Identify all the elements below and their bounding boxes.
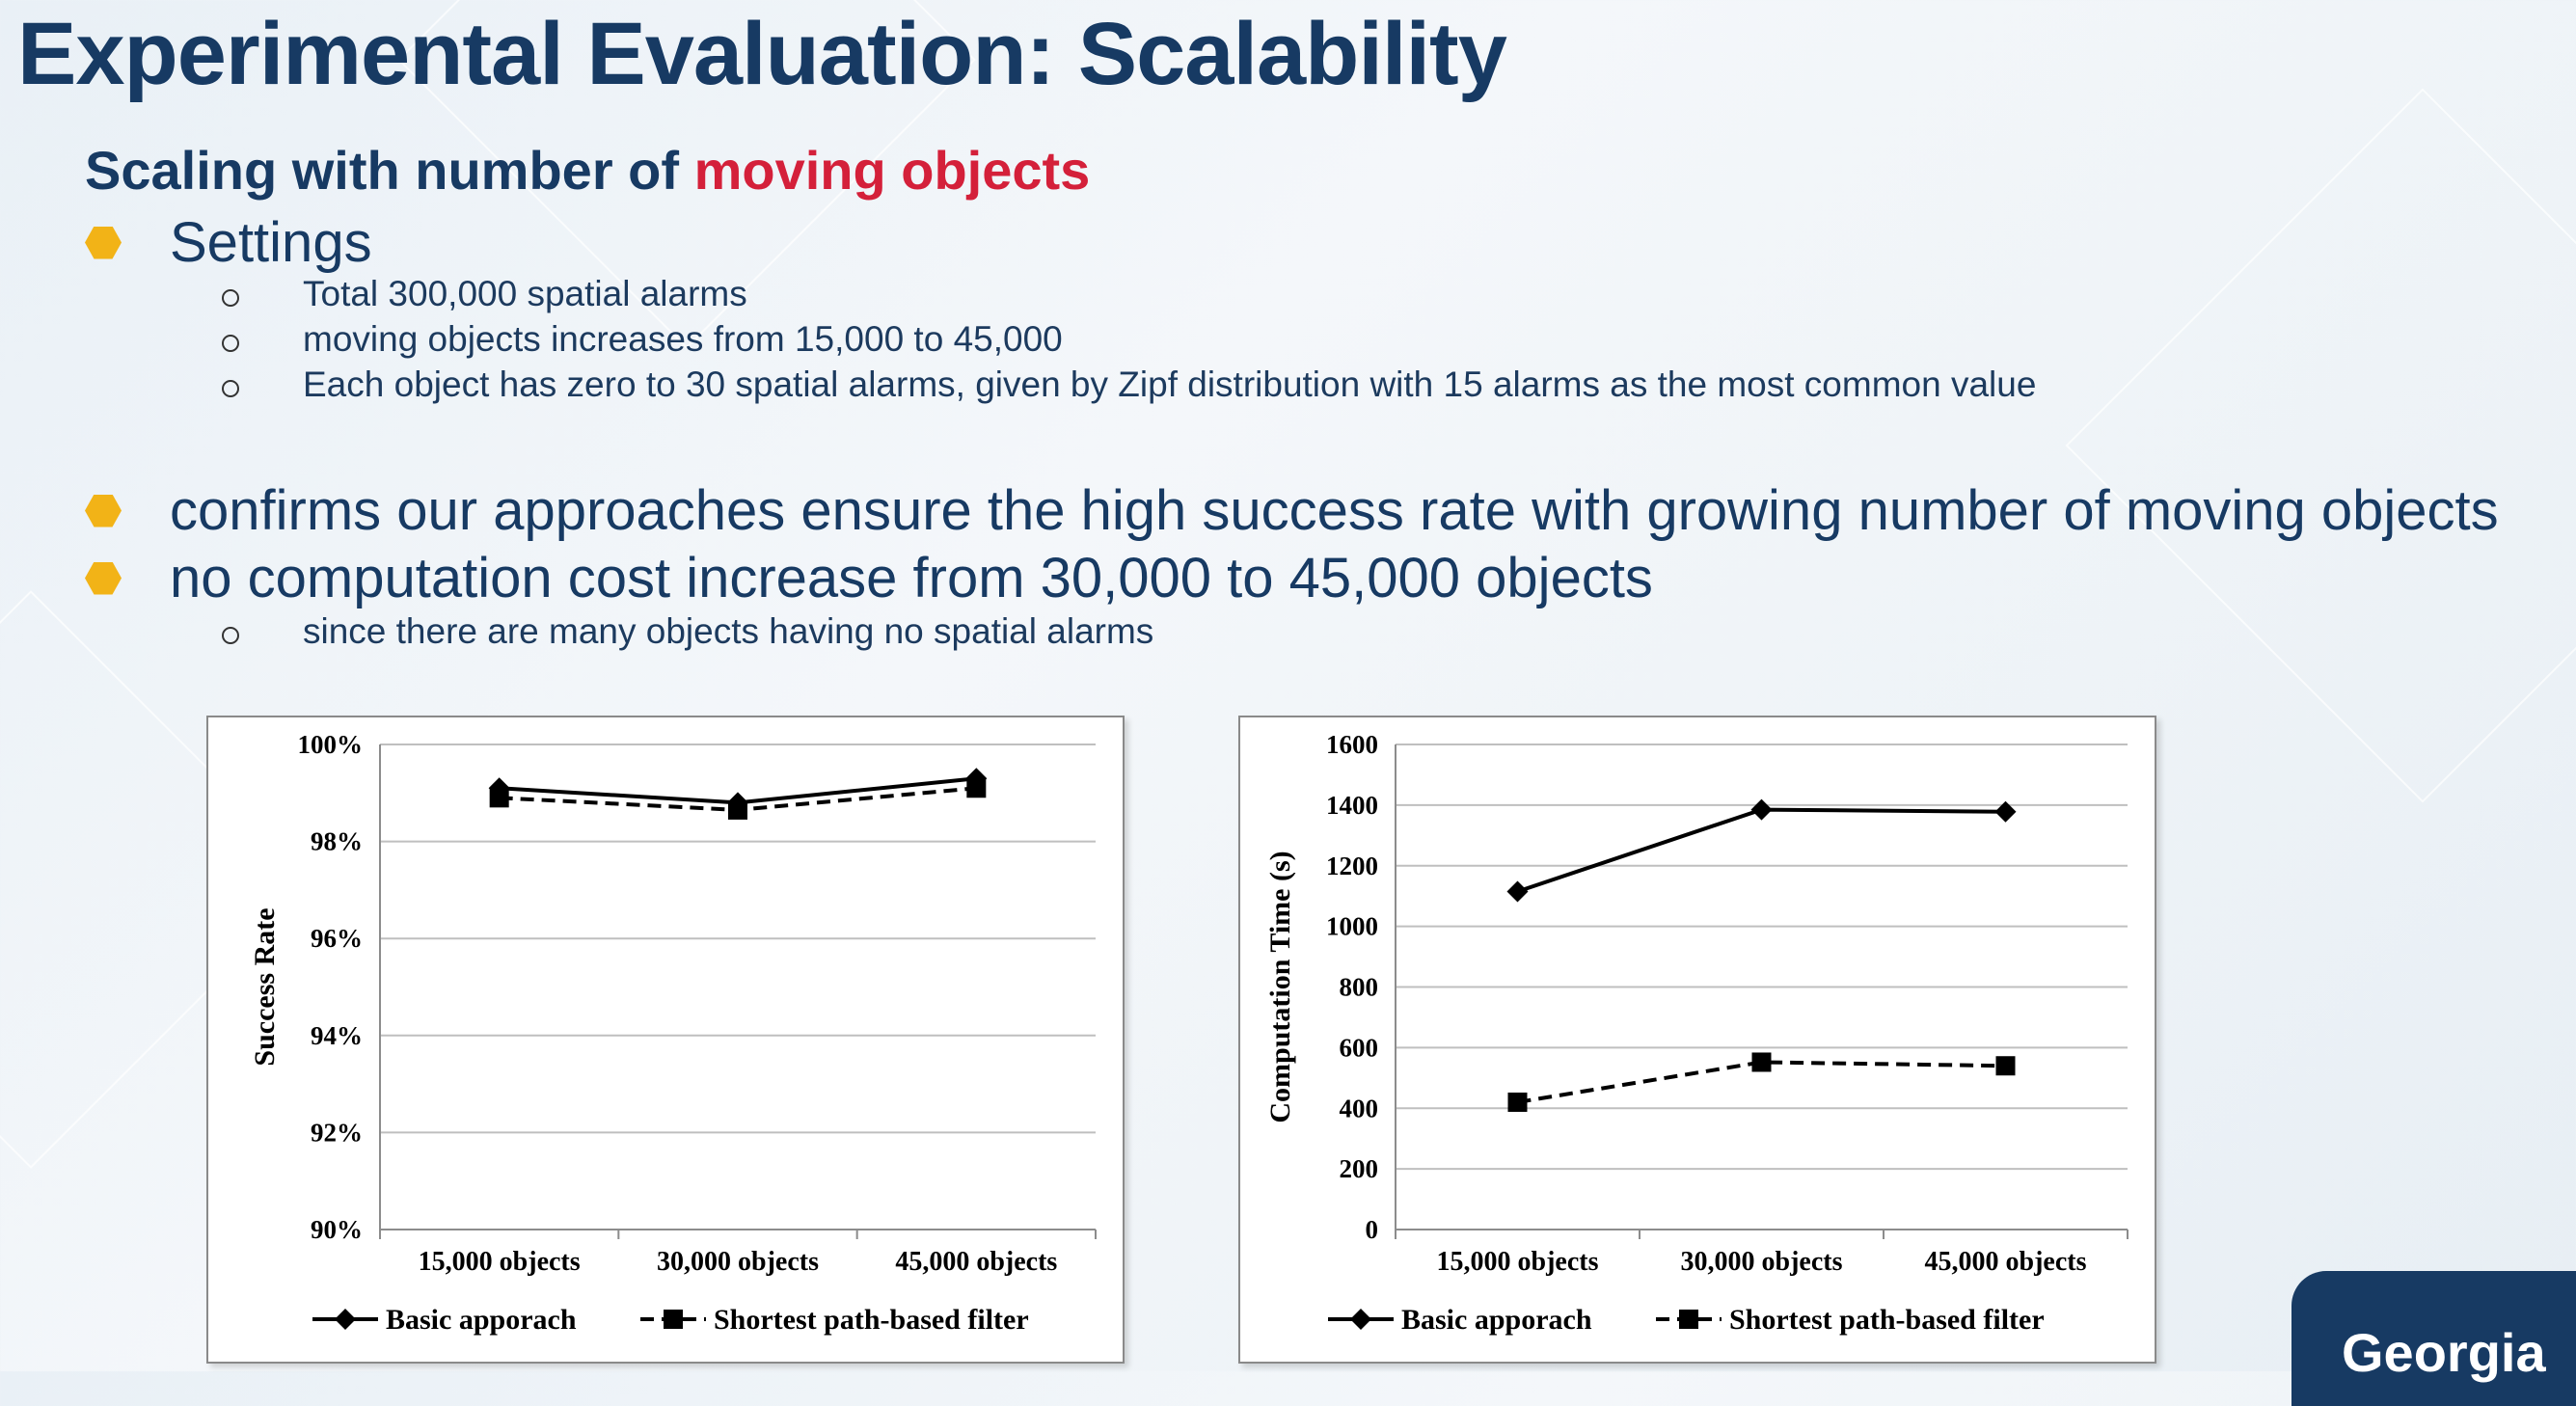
y-tick-label: 1200: [1326, 852, 1378, 880]
bullet-text: confirms our approaches ensure the high …: [170, 479, 2499, 542]
data-point: [966, 778, 987, 798]
data-point: [1506, 880, 1529, 903]
bullet-settings: Settings: [85, 210, 372, 275]
series-line-0: [1516, 807, 2006, 894]
legend-label: Shortest path-based filter: [1729, 1304, 2045, 1336]
legend-label: Basic apporach: [386, 1304, 577, 1336]
x-tick-label: 45,000 objects: [1925, 1247, 2087, 1277]
legend-marker: [1679, 1310, 1698, 1329]
y-tick-label: 1000: [1326, 912, 1378, 941]
subtitle-text: Scaling with number of: [85, 140, 694, 201]
y-axis-label: Success Rate: [249, 907, 281, 1066]
y-tick-label: 90%: [311, 1215, 363, 1244]
sub-bullet-text: Total 300,000 spatial alarms: [303, 274, 747, 313]
legend-marker: [1350, 1309, 1371, 1330]
x-tick-label: 15,000 objects: [419, 1247, 581, 1277]
sub-bullet: moving objects increases from 15,000 to …: [222, 319, 1063, 360]
legend-marker: [335, 1309, 356, 1330]
data-point: [1995, 1056, 2016, 1076]
legend-label: Shortest path-based filter: [714, 1304, 1029, 1336]
data-point: [489, 788, 509, 808]
x-tick-label: 15,000 objects: [1437, 1247, 1599, 1277]
georgia-tech-logo: Georgia: [2291, 1271, 2576, 1406]
sub-bullet-text: since there are many objects having no s…: [303, 611, 1154, 651]
data-point: [1994, 800, 2017, 823]
data-point: [1751, 1052, 1772, 1072]
y-tick-label: 800: [1340, 973, 1379, 1002]
legend-marker: [664, 1310, 683, 1329]
data-point: [965, 768, 988, 790]
y-tick-label: 1600: [1326, 730, 1378, 759]
y-tick-label: 92%: [311, 1118, 363, 1147]
x-tick-label: 30,000 objects: [657, 1247, 819, 1277]
y-tick-label: 200: [1340, 1154, 1379, 1183]
circle-bullet-icon: [222, 627, 239, 644]
bullet-text: no computation cost increase from 30,000…: [170, 547, 1653, 609]
circle-bullet-icon: [222, 335, 239, 352]
subtitle-accent-text: moving objects: [693, 140, 1091, 201]
series-line-1: [1517, 1060, 2006, 1104]
hexagon-bullet-icon: [85, 561, 122, 595]
legend-label: Basic apporach: [1401, 1304, 1592, 1336]
y-axis-label: Computation Time (s): [1264, 851, 1296, 1122]
sub-bullet-text: Each object has zero to 30 spatial alarm…: [303, 365, 2037, 404]
hexagon-bullet-icon: [85, 494, 122, 527]
success-rate-chart-svg: 90% 92% 94% 96% 98% 100% 15,000 objects 30,000 …: [249, 730, 1097, 1336]
data-point: [1507, 1092, 1528, 1112]
bullet-success-rate: confirms our approaches ensure the high …: [85, 478, 2499, 543]
y-tick-label: 1400: [1326, 791, 1378, 820]
computation-time-chart: 0 200 400 600 800 1000 1200 1400 1600 15,000 obje…: [1238, 716, 2156, 1364]
hexagon-bullet-icon: [85, 226, 122, 259]
y-tick-label: 94%: [311, 1021, 363, 1050]
computation-time-chart-svg: 0 200 400 600 800 1000 1200 1400 1600 15,000 obje…: [1264, 730, 2129, 1336]
slide-title: Experimental Evaluation: Scalability: [17, 5, 1507, 103]
sub-bullet: since there are many objects having no s…: [222, 611, 1153, 652]
background-shape: [2065, 88, 2576, 803]
sub-bullet-text: moving objects increases from 15,000 to …: [303, 319, 1063, 359]
circle-bullet-icon: [222, 380, 239, 397]
bullet-computation-cost: no computation cost increase from 30,000…: [85, 546, 1653, 610]
y-tick-label: 98%: [311, 827, 363, 856]
data-point: [728, 799, 747, 820]
circle-bullet-icon: [222, 289, 239, 307]
success-rate-chart: 90% 92% 94% 96% 98% 100% 15,000 objects 30,000 …: [206, 716, 1125, 1364]
y-tick-label: 400: [1340, 1094, 1379, 1122]
sub-bullet: Each object has zero to 30 spatial alarm…: [222, 365, 2036, 405]
data-point: [1750, 798, 1773, 821]
bullet-text: Settings: [170, 211, 372, 274]
logo-text: Georgia: [2342, 1322, 2546, 1383]
sub-bullet: Total 300,000 spatial alarms: [222, 274, 747, 314]
y-tick-label: 96%: [311, 924, 363, 953]
y-tick-label: 600: [1340, 1033, 1379, 1062]
x-tick-label: 45,000 objects: [895, 1247, 1057, 1277]
y-tick-label: 0: [1366, 1215, 1379, 1244]
slide-subtitle: Scaling with number of moving objects: [85, 139, 1090, 202]
x-tick-label: 30,000 objects: [1681, 1247, 1843, 1277]
y-tick-label: 100%: [298, 730, 364, 759]
